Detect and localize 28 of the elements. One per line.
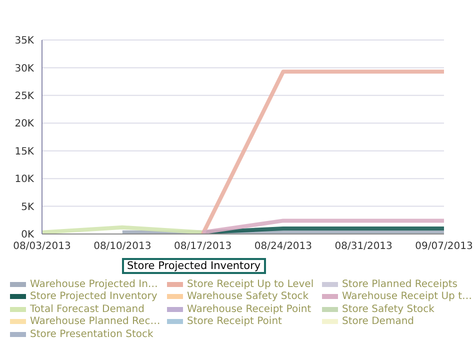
legend-label: Store Planned Receipts [341,278,458,290]
legend-label: Store Safety Stock [341,303,436,316]
legend-label: Total Forecast Demand [29,303,146,316]
x-tick-label: 08/17/2013 [174,241,232,252]
x-tick-label: 08/24/2013 [254,241,312,252]
legend-label: Store Projected Inventory [29,290,158,303]
y-tick-label: 15K [14,146,34,158]
y-tick-label: 25K [14,90,34,102]
y-tick-label: 30K [14,63,34,74]
x-tick-label: 08/31/2013 [334,241,392,252]
y-tick-label: 10K [14,174,34,186]
legend-label: Store Presentation Stock [29,328,154,340]
x-tick-label: 09/07/2013 [415,241,473,252]
legend-label: Warehouse Planned Rec… [29,316,162,328]
y-tick-label: 20K [14,118,34,130]
legend-label: Store Demand [341,316,416,328]
legend-label: Warehouse Projected In… [29,278,159,290]
y-tick-label: 0K [21,230,34,241]
legend-label: Store Receipt Point [186,316,283,328]
legend-label: Warehouse Receipt Up t… [340,290,472,303]
y-tick-label: 5K [21,202,34,213]
legend-label: Warehouse Receipt Point [186,303,312,316]
x-tick-label: 08/10/2013 [94,241,152,252]
legend-label: Warehouse Safety Stock [186,290,310,303]
legend-label: Store Receipt Up to Level [186,278,315,290]
text: Store Projected Inventory [122,258,266,274]
x-tick-label: 08/03/2013 [13,241,71,252]
y-tick-label: 35K [14,36,34,47]
